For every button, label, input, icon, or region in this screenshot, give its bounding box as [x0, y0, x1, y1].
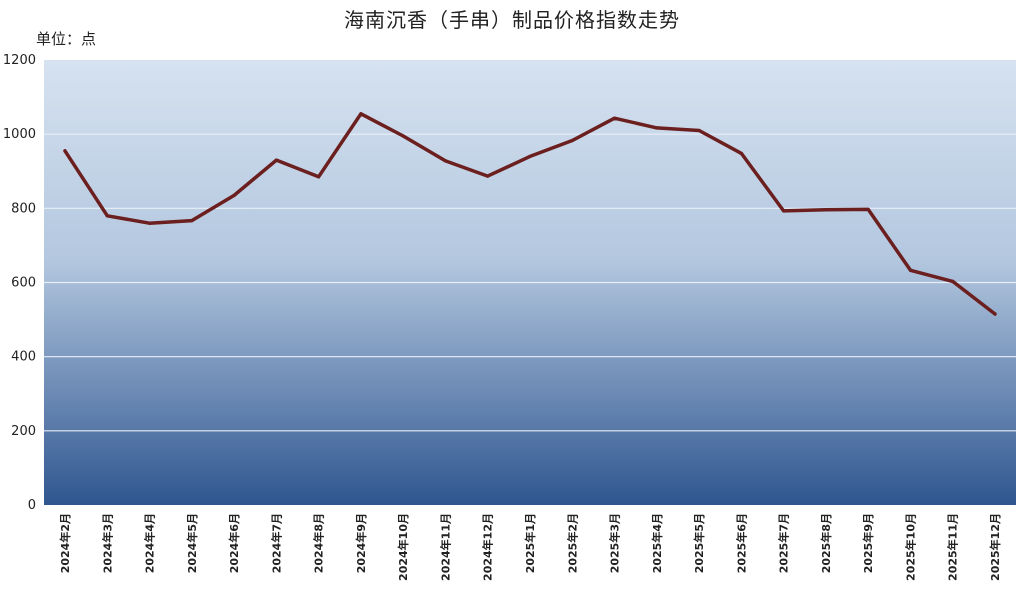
y-tick-label: 400: [11, 350, 36, 365]
x-tick-label: 2024年3月: [100, 513, 114, 573]
data-point: [697, 128, 701, 133]
x-tick-label: 2025年6月: [734, 513, 748, 573]
data-point: [866, 207, 870, 212]
data-point: [63, 149, 67, 153]
y-tick-label: 1200: [3, 53, 36, 68]
data-point: [908, 268, 913, 272]
data-point: [824, 208, 828, 212]
data-point: [951, 279, 955, 283]
x-tick-label: 2024年9月: [354, 513, 368, 573]
y-tick-label: 800: [11, 201, 36, 216]
y-tick-label: 600: [11, 276, 36, 291]
data-point: [443, 159, 448, 163]
data-point: [612, 116, 617, 120]
data-point: [317, 175, 321, 179]
data-point: [190, 218, 194, 223]
x-tick-label: 2025年7月: [777, 513, 791, 573]
x-tick-label: 2025年5月: [692, 513, 706, 573]
data-point: [782, 209, 786, 213]
data-point: [486, 174, 490, 178]
x-tick-label: 2024年8月: [312, 513, 326, 573]
x-tick-label: 2024年11月: [438, 513, 452, 581]
x-tick-label: 2024年12月: [481, 513, 495, 581]
x-tick-label: 2024年5月: [185, 513, 199, 573]
y-tick-label: 200: [11, 424, 36, 439]
y-tick-label: 1000: [3, 127, 36, 142]
x-tick-label: 2025年3月: [608, 513, 622, 573]
chart-title: 海南沉香（手串）制品价格指数走势: [344, 8, 680, 32]
x-tick-label: 2024年6月: [227, 513, 241, 573]
data-point: [147, 221, 152, 225]
x-tick-label: 2025年10月: [903, 513, 917, 581]
data-point: [105, 214, 109, 218]
data-point: [739, 151, 743, 156]
data-point: [570, 138, 574, 143]
x-tick-label: 2024年2月: [58, 513, 72, 573]
x-tick-label: 2024年7月: [269, 513, 283, 573]
x-tick-label: 2025年9月: [861, 513, 875, 573]
x-tick-label: 2025年2月: [565, 513, 579, 573]
x-tick-label: 2025年11月: [946, 513, 960, 581]
x-tick-label: 2025年1月: [523, 513, 537, 573]
data-point: [359, 112, 363, 116]
x-tick-label: 2025年8月: [819, 513, 833, 573]
x-tick-label: 2024年4月: [143, 513, 157, 573]
x-tick-label: 2025年12月: [988, 513, 1002, 581]
data-point: [401, 134, 405, 138]
x-tick-label: 2025年4月: [650, 513, 664, 573]
unit-label: 单位：点: [36, 30, 97, 48]
data-point: [528, 154, 532, 159]
data-point: [232, 193, 236, 197]
data-point: [655, 126, 659, 130]
data-point: [993, 312, 997, 316]
data-point: [274, 158, 278, 162]
x-tick-label: 2024年10月: [396, 513, 410, 581]
y-tick-label: 0: [28, 498, 36, 513]
